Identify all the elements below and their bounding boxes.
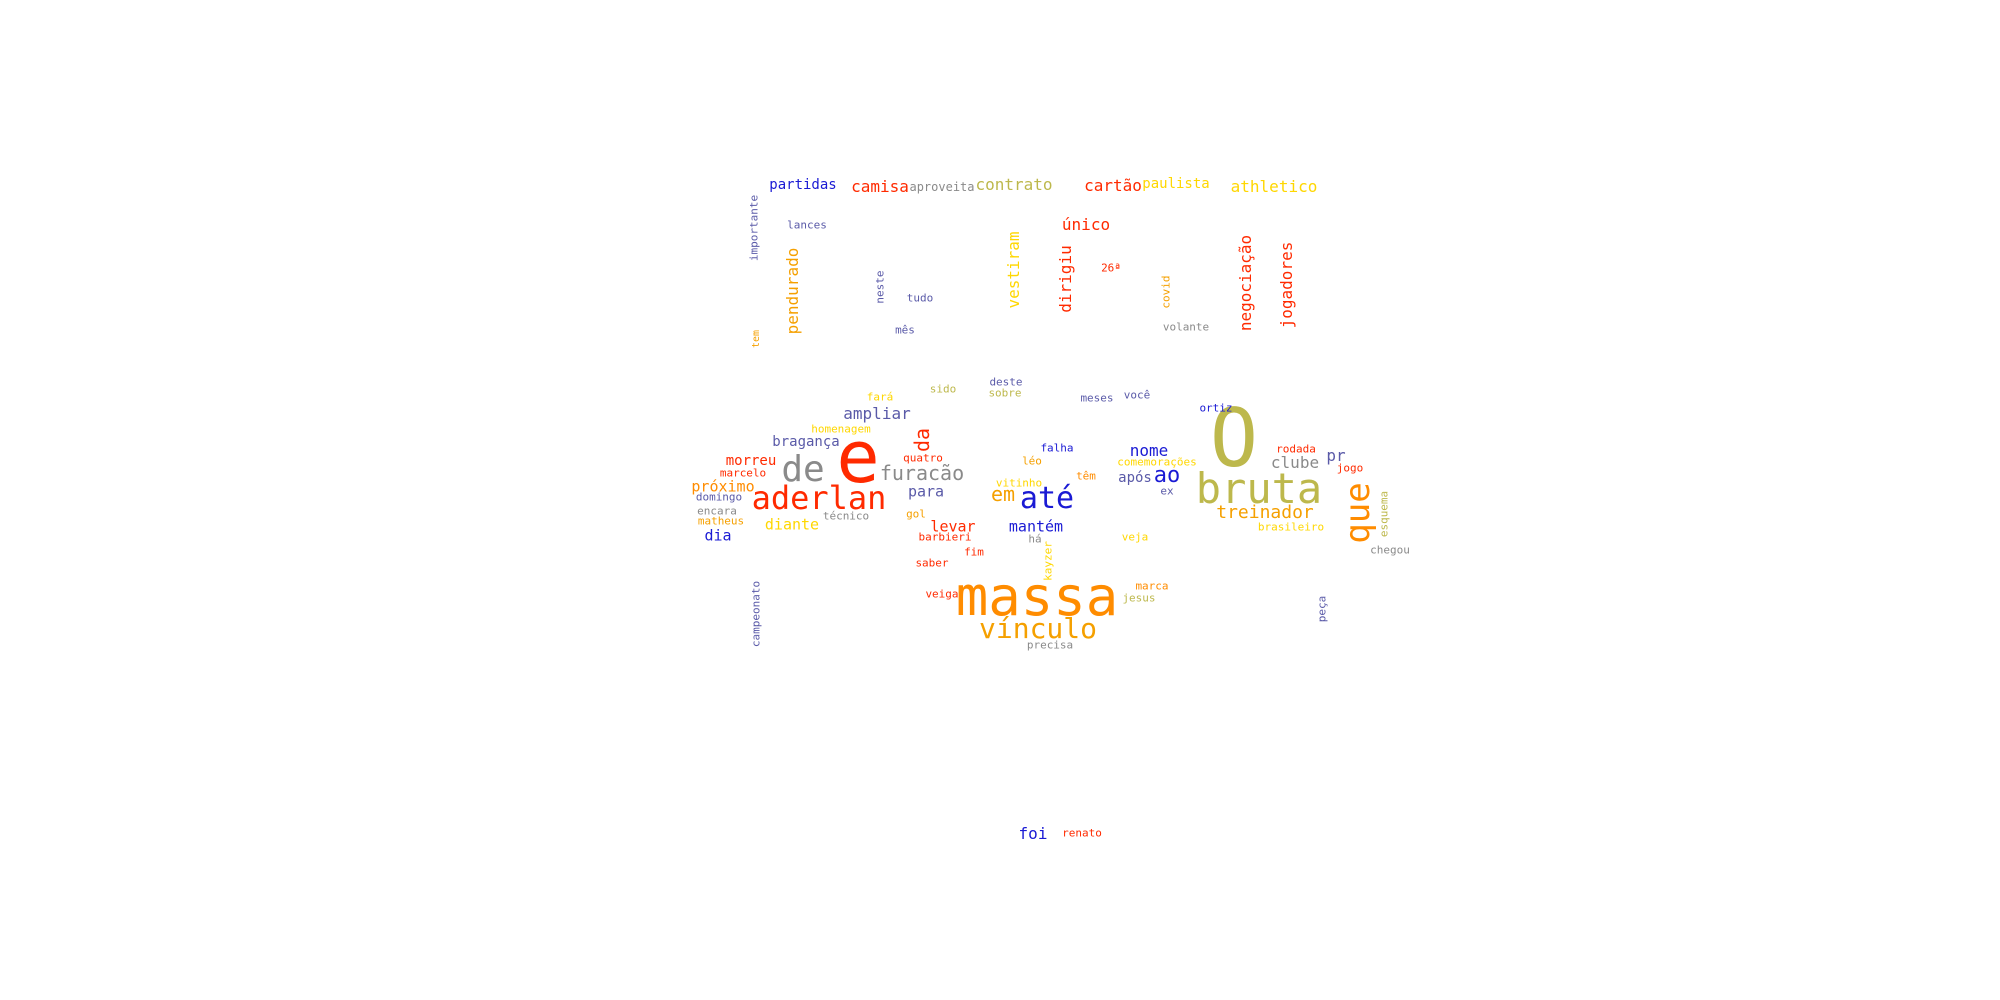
word-foi: foi [1018,824,1048,843]
word-barbieri: barbieri [918,530,972,544]
word-precisa: precisa [1026,638,1074,652]
word-pendurado: pendurado [783,247,802,335]
word-importante: importante [747,194,761,262]
word-ate: até [1019,481,1075,516]
word-renato: renato [1062,826,1102,840]
word-brasileiro: brasileiro [1257,520,1325,534]
word-unico: único [1061,215,1111,234]
word-de: de [781,449,825,490]
word-cartao: cartão [1084,176,1142,195]
word-bruta: bruta [1195,464,1323,513]
word-nome: nome [1129,441,1169,460]
word-ampliar: ampliar [843,404,911,423]
word-mes: mês [895,323,915,337]
word-massa: massa [955,565,1119,628]
word-covid: covid [1159,275,1173,309]
word-kayzer: kayzer [1041,541,1055,581]
word-volante: volante [1162,320,1210,334]
word-quatro: quatro [903,451,943,465]
word-camisa: camisa [851,177,909,196]
word-athletico: athletico [1230,177,1318,196]
word-jesus: jesus [1122,591,1156,605]
word-para: para [907,482,945,501]
word-que: que [1338,482,1378,544]
word-clube: clube [1270,453,1320,472]
word-dia: dia [704,526,732,545]
word-proximo: próximo [691,477,755,496]
word-jogo: jogo [1336,461,1364,475]
word-jogadores: jogadores [1277,241,1296,329]
word-ha: há [1028,532,1042,546]
word-sobre: sobre [988,386,1022,400]
word-dirigiu: dirigiu [1056,245,1075,313]
word-matheus: matheus [697,514,745,528]
word-vestiram: vestiram [1004,231,1023,309]
word-sido: sido [929,382,957,396]
word-encara: encara [697,504,737,518]
word-tem-2: têm [1076,469,1096,483]
word-fara: fará [866,390,894,404]
word-apos: após [1118,470,1152,486]
word-e: e [836,415,880,499]
word-ex: ex [1160,484,1174,498]
word-da: da [910,427,934,453]
word-comemoracoes: comemorações [1117,455,1197,469]
word-morreu: morreu [725,453,777,469]
word-veiga: veiga [925,587,959,601]
word-furacao: furacão [879,461,965,485]
word-mantem: mantém [1008,517,1064,536]
word-esquema: esquema [1377,490,1391,538]
word-campeonato: campeonato [749,580,763,648]
word-neste: neste [873,270,887,304]
word-pr: pr [1326,446,1346,465]
word-partidas: partidas [769,177,837,193]
word-vinculo: vínculo [978,612,1098,645]
word-contrato: contrato [975,175,1053,194]
word-vitinho: vitinho [995,476,1043,490]
word-tecnico: técnico [822,509,870,523]
word-tem: tem [751,329,762,349]
word-levar: levar [930,517,976,536]
word-ao: ao [1153,463,1181,488]
word-paulista: paulista [1142,176,1210,192]
word-aderlan: aderlan [751,479,887,517]
word-treinador: treinador [1216,502,1314,523]
word-homenagem: homenagem [811,422,871,436]
word-falha: falha [1040,441,1074,455]
word-voce: você [1123,388,1151,402]
word-diante: diante [764,515,820,534]
word-peca: peça [1315,595,1329,623]
word-marcelo: marcelo [719,466,767,480]
word-ortiz: ortiz [1199,401,1233,415]
word-domingo: domingo [695,490,743,504]
word-tudo: tudo [906,291,934,305]
word-lances: lances [787,218,827,232]
word-negociacao: negociação [1236,234,1255,332]
word-rodada: rodada [1276,442,1316,456]
word-meses: meses [1080,391,1114,405]
word-braganca: bragança [772,434,840,450]
word-marca: marca [1135,579,1169,593]
word-fim: fim [964,545,984,559]
word-deste: deste [989,375,1023,389]
word-saber: saber [915,556,949,570]
word-26a: 26ª [1101,261,1121,275]
word-em: em [990,482,1016,506]
word-veja: veja [1121,530,1149,544]
word-aproveita: aproveita [909,180,975,194]
word-leo: léo [1022,454,1042,468]
word-gol: gol [906,507,926,521]
word-chegou: chegou [1370,543,1410,557]
word-o: O [1209,392,1259,485]
